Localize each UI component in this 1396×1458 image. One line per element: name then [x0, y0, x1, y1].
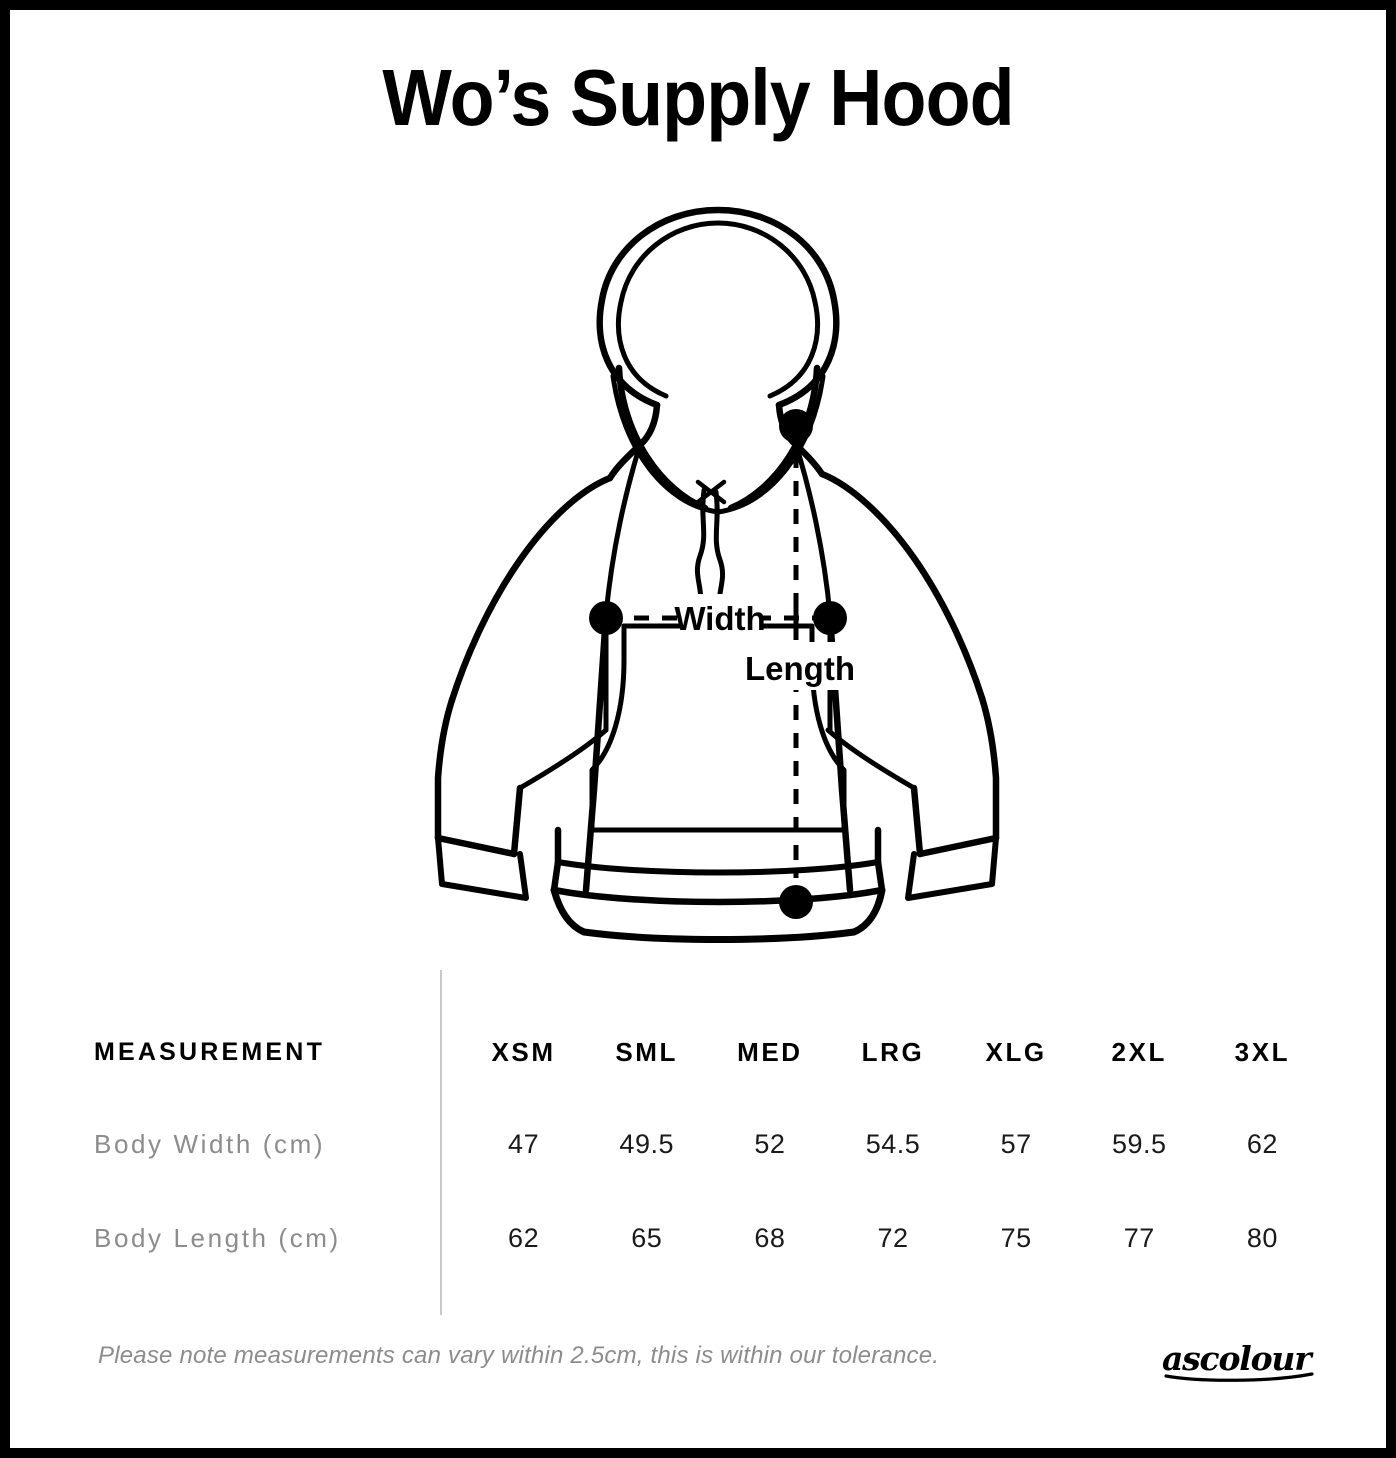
- measurement-point-dot-shoulder: [779, 409, 813, 443]
- column-header-xsm: XSM: [491, 1037, 556, 1067]
- cell-body-width-xsm: 47: [508, 1129, 540, 1159]
- cell-body-width-med: 52: [754, 1129, 786, 1159]
- hood-inner-icon: [616, 220, 820, 399]
- cell-body-length-3xl: 80: [1246, 1223, 1278, 1253]
- column-header-2xl: 2XL: [1111, 1037, 1168, 1067]
- column-header-3xl: 3XL: [1234, 1037, 1291, 1067]
- width-label-group: Width: [674, 594, 766, 640]
- cell-body-width-3xl: 62: [1246, 1129, 1278, 1159]
- cell-body-width-sml: 49.5: [619, 1129, 674, 1159]
- cell-body-length-xlg: 75: [1000, 1223, 1032, 1253]
- table-row-body-length: Body Length (cm) 62 65 68 72 75 77 80: [10, 1218, 1386, 1258]
- hoodie-illustration: Width Length: [408, 190, 1028, 950]
- table-vertical-divider: [440, 970, 442, 1315]
- measurement-point-dot-hem: [779, 885, 813, 919]
- cell-body-width-lrg: 54.5: [865, 1129, 921, 1159]
- row-label-body-length: Body Length (cm): [94, 1222, 341, 1253]
- hood-outer-icon: [596, 206, 840, 409]
- column-header-lrg: LRG: [861, 1037, 925, 1067]
- length-label: Length: [745, 650, 855, 687]
- table-header-row: MEASUREMENT XSM SML MED LRG XLG 2XL 3XL: [10, 1032, 1386, 1072]
- size-chart-card: Wo’s Supply Hood: [10, 10, 1386, 1448]
- ascolour-logo: ascolour ascolour: [1160, 1332, 1320, 1388]
- size-table: MEASUREMENT XSM SML MED LRG XLG 2XL 3XL …: [10, 970, 1386, 1320]
- cell-body-length-xsm: 62: [508, 1223, 540, 1253]
- cell-body-length-lrg: 72: [877, 1223, 909, 1253]
- row-label-body-width: Body Width (cm): [94, 1128, 326, 1159]
- column-header-med: MED: [737, 1037, 803, 1067]
- column-header-sml: SML: [615, 1037, 679, 1067]
- column-header-measurement: MEASUREMENT: [94, 1037, 326, 1066]
- measurement-point-dot-right-chest: [813, 601, 847, 635]
- cell-body-length-sml: 65: [631, 1223, 663, 1253]
- tolerance-note: Please note measurements can vary within…: [98, 1342, 940, 1369]
- width-label: Width: [674, 600, 765, 637]
- table-row-body-width: Body Width (cm) 47 49.5 52 54.5 57 59.5 …: [10, 1124, 1386, 1164]
- cell-body-length-2xl: 77: [1123, 1223, 1155, 1253]
- cell-body-length-med: 68: [754, 1223, 786, 1253]
- cell-body-width-2xl: 59.5: [1111, 1129, 1167, 1159]
- column-header-xlg: XLG: [985, 1037, 1047, 1067]
- cell-body-width-xlg: 57: [1000, 1129, 1032, 1159]
- length-label-group: Length: [738, 642, 862, 690]
- brand-underline-swash: [1164, 1372, 1314, 1382]
- brand-wordmark: ascolour: [1162, 1339, 1314, 1378]
- measurement-point-dot-left-chest: [589, 601, 623, 635]
- page-title: Wo’s Supply Hood: [382, 53, 1014, 142]
